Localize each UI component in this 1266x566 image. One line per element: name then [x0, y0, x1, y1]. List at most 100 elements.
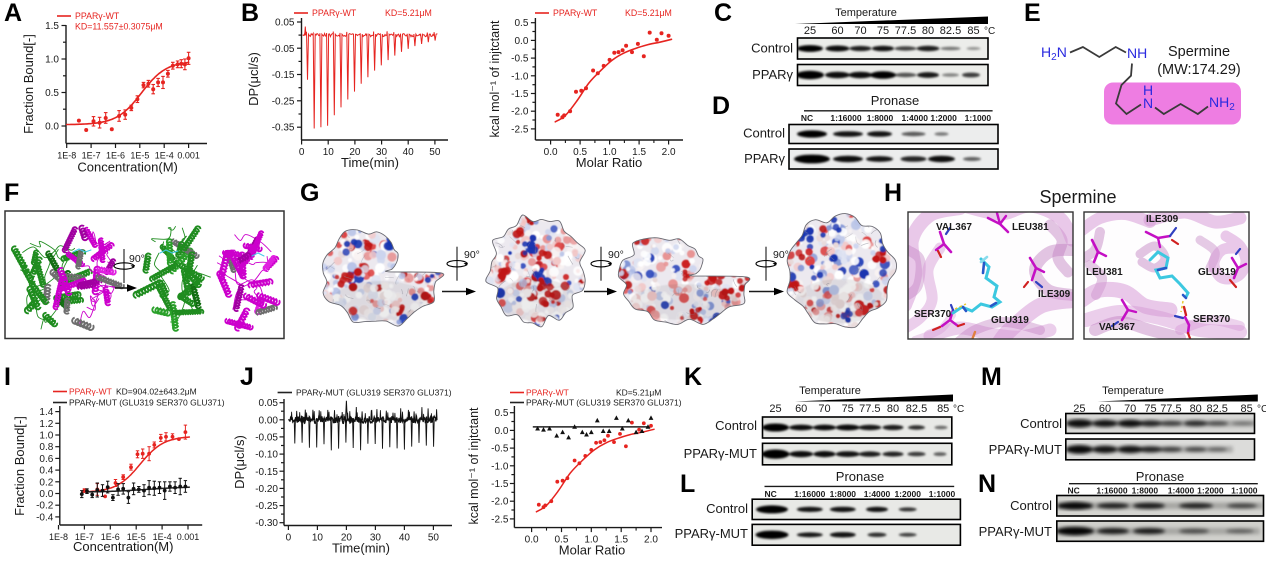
- svg-text:Control: Control: [751, 41, 793, 56]
- svg-text:J: J: [240, 363, 254, 391]
- svg-text:Concentration(M): Concentration(M): [77, 160, 177, 175]
- svg-text:77.5: 77.5: [859, 403, 880, 415]
- svg-text:H2N: H2N: [1041, 44, 1067, 63]
- svg-text:0.0: 0.0: [39, 489, 53, 500]
- svg-text:0.0: 0.0: [514, 36, 528, 47]
- svg-text:1.0: 1.0: [603, 147, 617, 158]
- svg-text:PPARγ-WT: PPARγ-WT: [75, 11, 120, 21]
- svg-text:N: N: [978, 470, 996, 498]
- svg-text:1.5: 1.5: [614, 535, 628, 546]
- svg-text:60: 60: [1099, 403, 1111, 415]
- svg-text:PPARγ-WT: PPARγ-WT: [312, 8, 357, 18]
- svg-text:90°: 90°: [464, 249, 480, 261]
- svg-text:2.0: 2.0: [644, 535, 658, 546]
- svg-text:85: 85: [967, 25, 979, 37]
- svg-text:PPARγ-MUT: PPARγ-MUT: [989, 442, 1062, 457]
- svg-text:PPARγ-MUT (GLU319 SER370 GLU37: PPARγ-MUT (GLU319 SER370 GLU371): [69, 398, 225, 408]
- svg-text:1:4000: 1:4000: [901, 113, 928, 123]
- svg-text:KD=5.21μM: KD=5.21μM: [625, 8, 672, 18]
- svg-text:30: 30: [376, 147, 388, 158]
- svg-text:°C: °C: [1257, 404, 1266, 415]
- svg-text:90°: 90°: [773, 249, 789, 261]
- svg-text:40: 40: [403, 147, 415, 158]
- svg-text:0.0: 0.0: [45, 122, 59, 133]
- svg-text:60: 60: [795, 403, 807, 415]
- svg-text:-0.05: -0.05: [255, 432, 278, 443]
- svg-text:1.2: 1.2: [39, 419, 53, 430]
- svg-text:H: H: [884, 179, 902, 207]
- svg-text:Control: Control: [1010, 498, 1052, 513]
- svg-text:1E-4: 1E-4: [153, 532, 172, 542]
- svg-text:E: E: [1024, 0, 1041, 27]
- svg-text:0.0: 0.0: [525, 535, 539, 546]
- svg-text:F: F: [4, 179, 19, 207]
- svg-text:-0.20: -0.20: [255, 484, 278, 495]
- svg-text:85: 85: [937, 403, 949, 415]
- svg-text:Fraction Bound[-]: Fraction Bound[-]: [12, 416, 27, 516]
- svg-text:-0.25: -0.25: [272, 96, 295, 107]
- svg-text:A: A: [4, 0, 22, 27]
- svg-text:SER370: SER370: [914, 309, 952, 320]
- svg-text:1.0: 1.0: [584, 535, 598, 546]
- svg-text:0.05: 0.05: [259, 398, 279, 409]
- svg-text:1E-5: 1E-5: [127, 532, 146, 542]
- svg-text:NC: NC: [1068, 486, 1080, 496]
- svg-text:1:2000: 1:2000: [1197, 486, 1224, 496]
- svg-text:-2.0: -2.0: [491, 497, 509, 508]
- svg-text:PPARγ-MUT (GLU319 SER370 GLU37: PPARγ-MUT (GLU319 SER370 GLU371): [296, 388, 452, 398]
- svg-text:0: 0: [286, 533, 292, 544]
- svg-text:PPARγ-WT: PPARγ-WT: [69, 387, 112, 397]
- svg-text:-2.5: -2.5: [491, 514, 509, 525]
- svg-text:1:16000: 1:16000: [794, 489, 825, 499]
- svg-text:1:8000: 1:8000: [1132, 486, 1159, 496]
- svg-text:Molar Ratio: Molar Ratio: [559, 543, 625, 558]
- svg-text:GLU319: GLU319: [1198, 267, 1236, 278]
- svg-text:-1.0: -1.0: [511, 71, 529, 82]
- svg-text:0.5: 0.5: [554, 535, 568, 546]
- svg-text:Temperature: Temperature: [835, 7, 897, 19]
- svg-text:0.6: 0.6: [39, 454, 53, 465]
- svg-text:kcal mol⁻¹ of injtctant: kcal mol⁻¹ of injtctant: [467, 407, 481, 525]
- svg-text:NC: NC: [764, 489, 776, 499]
- svg-text:Control: Control: [715, 418, 757, 433]
- svg-text:L: L: [680, 470, 695, 498]
- svg-text:NC: NC: [801, 113, 813, 123]
- svg-text:-1.5: -1.5: [511, 89, 529, 100]
- svg-text:25: 25: [1073, 403, 1085, 415]
- svg-text:1:16000: 1:16000: [1096, 486, 1127, 496]
- svg-text:PPARγ: PPARγ: [744, 151, 785, 166]
- svg-text:82.5: 82.5: [1206, 403, 1227, 415]
- svg-text:1E-8: 1E-8: [49, 532, 68, 542]
- svg-text:-2.5: -2.5: [511, 124, 529, 135]
- svg-text:H: H: [1143, 82, 1153, 98]
- svg-text:77.5: 77.5: [895, 25, 916, 37]
- svg-text:B: B: [241, 0, 259, 27]
- svg-text:Fraction Bound[-]: Fraction Bound[-]: [21, 34, 36, 134]
- svg-text:82.5: 82.5: [940, 25, 961, 37]
- svg-text:C: C: [714, 0, 732, 27]
- svg-text:K: K: [684, 363, 702, 391]
- svg-text:Time(min): Time(min): [341, 155, 399, 170]
- svg-text:0.05: 0.05: [275, 17, 295, 28]
- svg-text:75: 75: [842, 403, 854, 415]
- svg-text:1:16000: 1:16000: [830, 113, 861, 123]
- svg-text:0.0: 0.0: [494, 426, 508, 437]
- svg-text:Spermine: Spermine: [1039, 187, 1116, 207]
- svg-text:1E-6: 1E-6: [101, 532, 120, 542]
- svg-text:Temperature: Temperature: [799, 385, 861, 397]
- svg-text:DP(μcl/s): DP(μcl/s): [232, 435, 247, 489]
- svg-text:1:8000: 1:8000: [830, 489, 857, 499]
- svg-text:PPARγ-WT: PPARγ-WT: [553, 8, 598, 18]
- svg-text:LEU381: LEU381: [1086, 267, 1123, 278]
- svg-text:NH2: NH2: [1209, 94, 1235, 113]
- svg-text:ILE309: ILE309: [1038, 289, 1071, 300]
- svg-text:1.4: 1.4: [39, 407, 53, 418]
- svg-text:G: G: [300, 179, 319, 207]
- svg-text:GLU319: GLU319: [991, 315, 1029, 326]
- svg-text:°C: °C: [984, 26, 995, 37]
- svg-text:-0.15: -0.15: [272, 70, 295, 81]
- svg-text:Molar Ratio: Molar Ratio: [576, 155, 642, 170]
- svg-text:Control: Control: [706, 501, 748, 516]
- svg-text:DP(μcl/s): DP(μcl/s): [246, 52, 261, 106]
- svg-text:1:2000: 1:2000: [894, 489, 921, 499]
